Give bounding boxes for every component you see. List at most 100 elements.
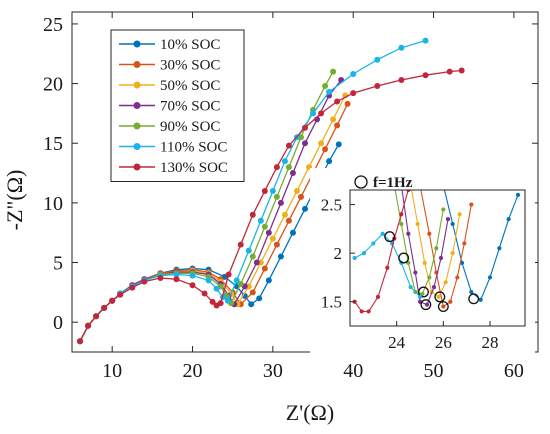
inset-point-90-soc <box>427 275 432 280</box>
inset-point-70-soc <box>438 255 444 261</box>
plot-frame <box>71 11 539 353</box>
inset-point-90-soc <box>441 207 446 212</box>
data-point-90-soc <box>285 164 292 171</box>
data-point-130-soc <box>101 304 108 311</box>
inset-point-110-soc <box>352 255 357 261</box>
inset-1hz-marker-50-soc <box>434 291 446 303</box>
inset-point-70-soc <box>431 285 437 290</box>
legend-label-30-soc: 30% SOC <box>160 58 220 74</box>
inset-point-130-soc <box>399 212 404 217</box>
x-tick-label: 10 <box>102 360 122 382</box>
inset-x-tick-label: 28 <box>482 333 499 352</box>
data-point-110-soc <box>350 71 357 78</box>
inset-point-10-soc <box>515 192 521 197</box>
data-point-30-soc <box>344 100 351 107</box>
data-point-110-soc <box>422 37 429 44</box>
legend-marker-70-soc <box>133 102 141 109</box>
data-point-130-soc <box>85 322 92 329</box>
data-point-130-soc <box>201 290 208 297</box>
data-point-110-soc <box>374 56 381 63</box>
inset-point-50-soc <box>457 212 462 217</box>
x-tick-label: 20 <box>183 360 203 382</box>
data-point-70-soc <box>265 229 272 236</box>
data-point-130-soc <box>141 278 148 285</box>
data-point-130-soc <box>334 98 341 105</box>
inset-plot: 24 26 28 1.5 2 2.5 f=1Hz <box>310 168 535 364</box>
inset-point-50-soc <box>443 280 448 285</box>
data-point-130-soc <box>173 276 180 283</box>
data-point-50-soc <box>330 116 337 123</box>
annotation-circle-icon <box>354 175 368 189</box>
legend-label-130-soc: 130% SOC <box>160 160 228 176</box>
inset-point-10-soc <box>497 246 502 251</box>
inset-series-line-70-soc <box>401 190 449 306</box>
data-point-70-soc <box>253 259 260 266</box>
data-point-130-soc <box>374 82 381 89</box>
inset-point-90-soc <box>434 246 439 251</box>
inset-point-130-soc <box>406 190 411 193</box>
data-point-130-soc <box>157 275 164 282</box>
data-point-130-soc <box>458 67 465 74</box>
data-point-110-soc <box>281 158 288 165</box>
data-point-90-soc <box>249 253 256 260</box>
legend-marker-110-soc <box>133 143 141 150</box>
inset-point-50-soc <box>422 260 427 265</box>
data-point-130-soc <box>77 338 84 345</box>
inset-y-tick-label: 2 <box>334 244 343 263</box>
data-point-90-soc <box>330 68 337 75</box>
data-point-10-soc <box>326 158 333 165</box>
data-point-30-soc <box>285 217 292 224</box>
data-point-30-soc <box>273 241 280 248</box>
data-point-30-soc <box>322 146 329 153</box>
data-point-130-soc <box>209 298 216 305</box>
legend-label-110-soc: 110% SOC <box>160 140 227 156</box>
legend-label-10-soc: 10% SOC <box>160 37 220 53</box>
data-point-130-soc <box>117 291 124 298</box>
data-point-130-soc <box>261 187 268 194</box>
inset-series-line-110-soc <box>354 232 421 298</box>
inset-point-50-soc <box>415 221 420 227</box>
legend-marker-130-soc <box>133 163 141 171</box>
inset-point-70-soc <box>445 217 451 222</box>
x-tick-label: 30 <box>263 360 283 382</box>
inset-point-30-soc <box>469 202 474 207</box>
legend-marker-10-soc <box>133 40 141 48</box>
legend-marker-30-soc <box>133 61 141 68</box>
inset-point-110-soc <box>417 294 423 299</box>
data-point-10-soc <box>335 141 342 148</box>
inset-point-130-soc <box>359 309 364 314</box>
inset-point-110-soc <box>380 231 385 236</box>
inset-annotation: f=1Hz <box>373 175 413 191</box>
inset-point-30-soc <box>455 275 460 280</box>
data-point-50-soc <box>318 140 325 147</box>
inset-x-tick-label: 24 <box>388 333 406 352</box>
data-point-70-soc <box>277 199 284 206</box>
inset-point-130-soc <box>366 309 371 314</box>
data-point-10-soc <box>265 277 272 284</box>
inset-y-tick-label: 1.5 <box>321 293 342 312</box>
data-point-130-soc <box>225 271 232 278</box>
inset-x-tick-label: 26 <box>435 333 452 352</box>
data-point-110-soc <box>398 44 405 51</box>
data-point-10-soc <box>289 229 296 236</box>
inset-point-30-soc <box>448 299 453 304</box>
x-tick-label: 40 <box>343 360 363 382</box>
legend: 10% SOC 30% SOC 50% SOC 70% SOC 90% SOC 110% … <box>110 29 245 182</box>
data-point-110-soc <box>257 217 264 224</box>
data-point-130-soc <box>273 164 280 171</box>
inset-point-10-soc <box>487 275 493 280</box>
inset-point-30-soc <box>427 231 432 236</box>
inset-point-90-soc <box>420 291 425 297</box>
data-point-110-soc <box>233 277 240 284</box>
inset-point-130-soc <box>385 265 390 270</box>
data-point-110-soc <box>245 247 252 254</box>
data-point-130-soc <box>350 90 357 97</box>
inset-point-110-soc <box>371 241 376 246</box>
inset-1hz-marker-30-soc <box>437 301 449 313</box>
inset-1hz-marker-110-soc <box>398 252 410 264</box>
data-point-70-soc <box>302 140 308 147</box>
data-point-10-soc <box>248 301 255 308</box>
data-point-110-soc <box>224 297 231 304</box>
data-point-50-soc <box>281 211 288 218</box>
x-tick-label: 60 <box>504 360 524 382</box>
